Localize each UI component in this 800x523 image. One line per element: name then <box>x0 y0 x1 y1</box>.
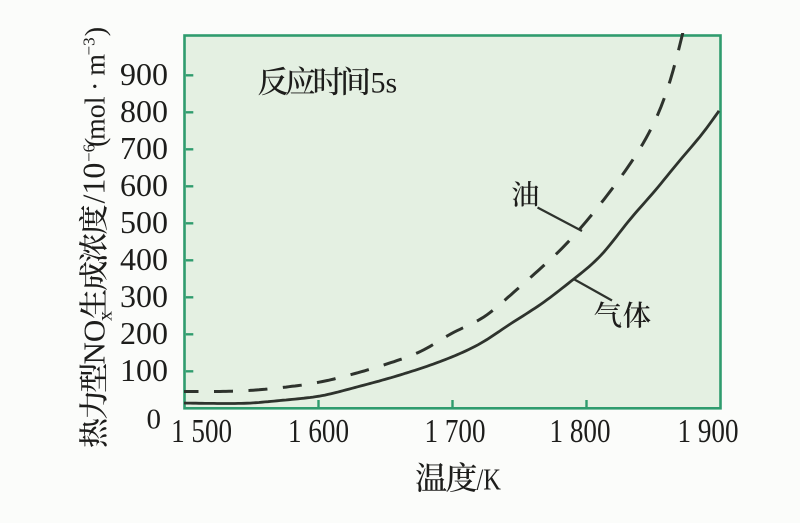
svg-text:500: 500 <box>120 204 168 240</box>
svg-text:1 700: 1 700 <box>425 413 486 450</box>
svg-text:300: 300 <box>120 278 168 314</box>
svg-text:−3: −3 <box>79 37 98 55</box>
svg-text:800: 800 <box>120 93 168 129</box>
svg-text:NO: NO <box>76 320 111 365</box>
svg-text:): ) <box>80 27 111 36</box>
svg-text:100: 100 <box>120 352 168 388</box>
svg-text:700: 700 <box>120 130 168 166</box>
svg-text:m: m <box>80 54 111 76</box>
svg-text:200: 200 <box>120 315 168 351</box>
svg-text:(: ( <box>80 138 111 147</box>
svg-text:mol: mol <box>80 96 111 140</box>
svg-text:0: 0 <box>147 404 162 436</box>
svg-text:·: · <box>80 82 111 91</box>
svg-text:1 500: 1 500 <box>171 413 232 450</box>
svg-text:−6: −6 <box>79 144 98 162</box>
svg-text:900: 900 <box>120 56 168 92</box>
svg-text:/K: /K <box>477 461 502 496</box>
svg-text:5s: 5s <box>371 67 398 100</box>
svg-text:/10: /10 <box>75 163 111 204</box>
svg-text:1 900: 1 900 <box>678 413 739 450</box>
svg-text:1 800: 1 800 <box>550 413 611 450</box>
svg-text:400: 400 <box>120 241 168 277</box>
svg-text:600: 600 <box>120 167 168 203</box>
svg-text:1 600: 1 600 <box>288 413 349 450</box>
